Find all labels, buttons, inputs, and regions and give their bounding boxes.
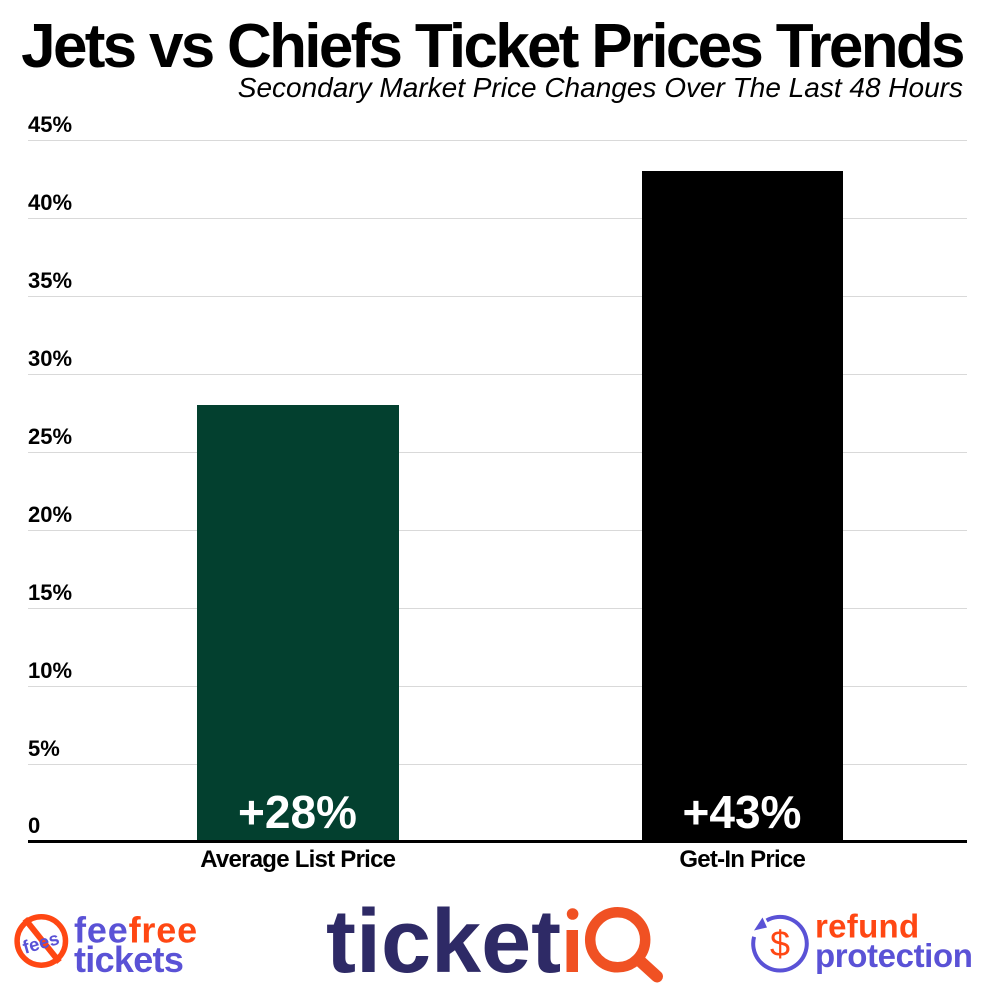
- svg-text:ticket: ticket: [326, 895, 561, 987]
- svg-text:refund: refund: [815, 908, 919, 945]
- svg-text:tickets: tickets: [74, 939, 183, 980]
- svg-text:$: $: [770, 923, 790, 964]
- svg-text:protection: protection: [815, 937, 973, 974]
- svg-text:feefree: feefree: [74, 910, 198, 951]
